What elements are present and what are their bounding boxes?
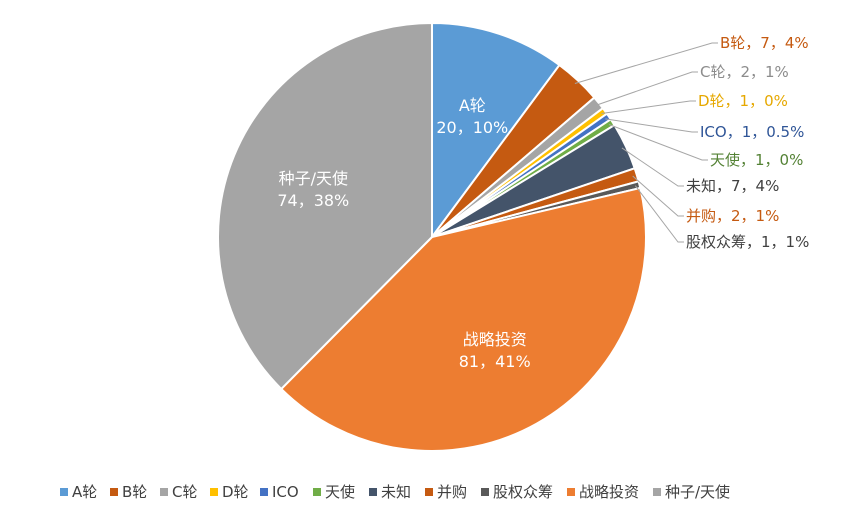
data-label-cn-7: 并购，2，1%: [686, 207, 779, 225]
legend-swatch-7: [425, 488, 433, 496]
legend-entry-6: 未知: [381, 483, 411, 501]
data-label-value-9: 81，41%: [459, 352, 531, 371]
data-label-ICO-4: ICO，1，0.5%: [700, 123, 804, 141]
pie-slice-9: [279, 186, 647, 452]
legend-swatch-4: [260, 488, 268, 496]
leader-line-2: [595, 71, 698, 106]
legend-entry-2: C轮: [172, 483, 197, 501]
leader-line-3: [601, 100, 696, 114]
data-label-cn-5: 天使，1，0%: [710, 151, 803, 169]
data-label-inside-9: 战略投资 81，41%: [459, 330, 531, 371]
data-label-cn-6: 未知，7，4%: [686, 177, 779, 195]
data-label-B-1: B轮，7，4%: [720, 34, 809, 52]
legend-swatch-6: [369, 488, 377, 496]
legend-swatch-2: [160, 488, 168, 496]
data-label-category-0: A轮: [459, 96, 486, 115]
leader-line-6: [621, 147, 684, 187]
data-label-category-10: 种子/天使: [279, 169, 348, 188]
data-label-inside-0: A轮 20，10%: [436, 96, 508, 137]
legend-entry-7: 并购: [437, 483, 467, 501]
legend-entry-1: B轮: [122, 483, 147, 501]
data-label-cn-8: 股权众筹，1，1%: [686, 233, 809, 251]
legend-swatch-0: [60, 488, 68, 496]
leader-line-7: [632, 175, 684, 217]
pie-slices: [217, 21, 647, 452]
leader-line-8: [634, 185, 684, 243]
legend-entry-9: 战略投资: [579, 483, 639, 501]
data-label-D-3: D轮，1，0%: [698, 92, 788, 110]
data-label-category-9: 战略投资: [463, 330, 527, 349]
legend-swatch-3: [210, 488, 218, 496]
data-labels: A轮 20，10% B轮，7，4% C轮，2，1% D轮，1，0% ICO，1，0.5% 天…: [277, 34, 809, 371]
legend-entry-4: ICO: [272, 483, 299, 501]
legend-swatch-5: [313, 488, 321, 496]
pie-slice-10: [217, 21, 433, 391]
legend-entry-5: 天使: [325, 483, 355, 501]
leader-line-1: [574, 42, 718, 84]
leader-line-5: [608, 124, 708, 161]
data-label-C-2: C轮，2，1%: [700, 63, 789, 81]
leader-lines: [574, 42, 718, 243]
legend-swatch-1: [110, 488, 118, 496]
legend-entry-8: 股权众筹: [493, 483, 553, 501]
legend: A轮 B轮 C轮 D轮 ICO 天使 未知 并购 股权众筹 战略投资 种子/天使: [60, 483, 730, 501]
legend-entry-0: A轮: [72, 483, 97, 501]
legend-swatch-10: [653, 488, 661, 496]
legend-swatch-8: [481, 488, 489, 496]
data-label-value-0: 20，10%: [436, 118, 508, 137]
data-label-value-10: 74，38%: [277, 191, 349, 210]
pie-slice-0: [431, 21, 561, 241]
legend-swatch-9: [567, 488, 575, 496]
legend-entry-10: 种子/天使: [665, 483, 730, 501]
leader-line-4: [605, 118, 698, 133]
legend-entry-3: D轮: [222, 483, 249, 501]
data-label-inside-10: 种子/天使 74，38%: [277, 169, 349, 210]
